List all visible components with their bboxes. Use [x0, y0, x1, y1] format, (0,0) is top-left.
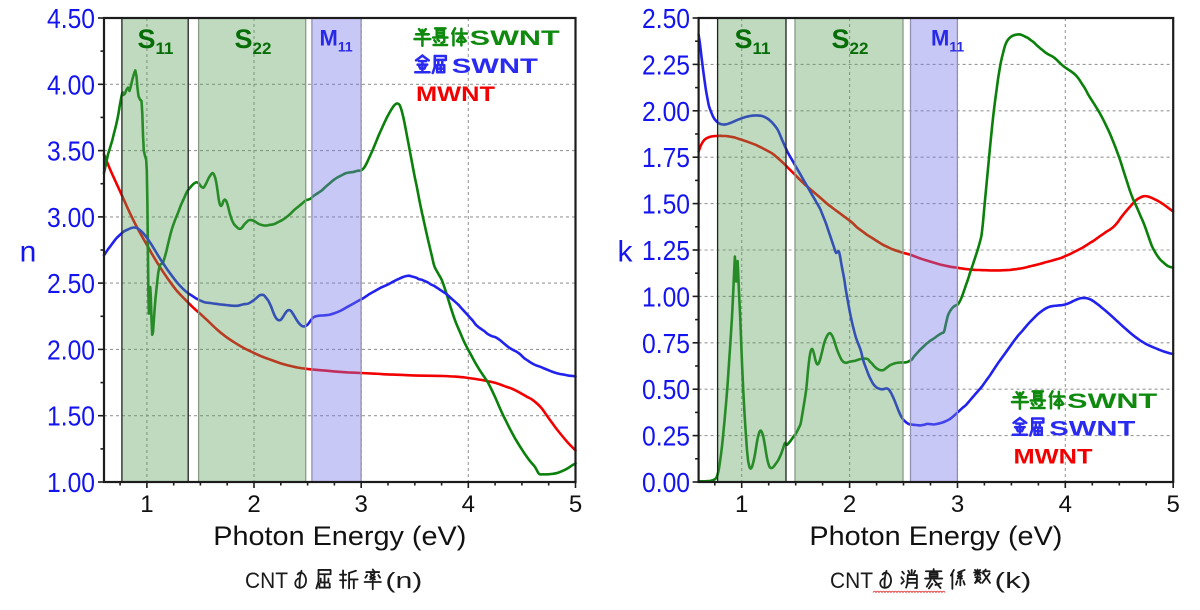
svg-text:2.50: 2.50: [642, 3, 690, 34]
svg-text:5: 5: [1167, 491, 1180, 518]
svg-text:0.25: 0.25: [642, 421, 690, 452]
svg-text:2.00: 2.00: [47, 334, 95, 365]
svg-text:2.00: 2.00: [642, 96, 690, 127]
svg-text:SWNT: SWNT: [1067, 390, 1157, 413]
svg-text:4: 4: [1059, 491, 1072, 518]
svg-text:1.50: 1.50: [47, 401, 95, 432]
svg-text:1: 1: [140, 491, 153, 518]
svg-text:1.00: 1.00: [642, 281, 690, 312]
svg-text:3.50: 3.50: [47, 136, 95, 167]
svg-text:SWNT: SWNT: [1049, 418, 1135, 441]
svg-text:1.25: 1.25: [642, 235, 690, 266]
svg-text:k: k: [618, 236, 634, 269]
svg-text:1.00: 1.00: [47, 467, 95, 498]
svg-text:2.50: 2.50: [47, 268, 95, 299]
svg-text:3: 3: [951, 491, 964, 518]
svg-text:Photon Energy (eV): Photon Energy (eV): [213, 521, 466, 551]
svg-text:SWNT: SWNT: [452, 55, 538, 78]
svg-text:MWNT: MWNT: [1014, 446, 1093, 469]
svg-text:4.50: 4.50: [47, 3, 95, 34]
svg-text:n: n: [20, 236, 37, 269]
svg-text:CNT: CNT: [830, 568, 873, 593]
svg-text:2: 2: [843, 491, 856, 518]
svg-text:0.50: 0.50: [642, 374, 690, 405]
svg-text:0.00: 0.00: [642, 467, 690, 498]
svg-text:1.75: 1.75: [642, 142, 690, 173]
svg-text:5: 5: [569, 491, 582, 518]
svg-text:4.00: 4.00: [47, 69, 95, 100]
svg-text:4: 4: [462, 491, 475, 518]
svg-text:1.50: 1.50: [642, 189, 690, 220]
svg-text:MWNT: MWNT: [416, 83, 495, 106]
svg-text:(k): (k): [995, 568, 1032, 593]
svg-text:0.75: 0.75: [642, 328, 690, 359]
svg-text:3: 3: [355, 491, 368, 518]
svg-text:(n): (n): [385, 568, 422, 593]
svg-text:1: 1: [735, 491, 748, 518]
svg-text:2: 2: [247, 491, 260, 518]
svg-text:Photon Energy (eV): Photon Energy (eV): [809, 521, 1062, 551]
svg-text:2.25: 2.25: [642, 49, 690, 80]
svg-text:CNT: CNT: [245, 568, 288, 593]
svg-text:SWNT: SWNT: [470, 27, 560, 50]
svg-text:3.00: 3.00: [47, 202, 95, 233]
